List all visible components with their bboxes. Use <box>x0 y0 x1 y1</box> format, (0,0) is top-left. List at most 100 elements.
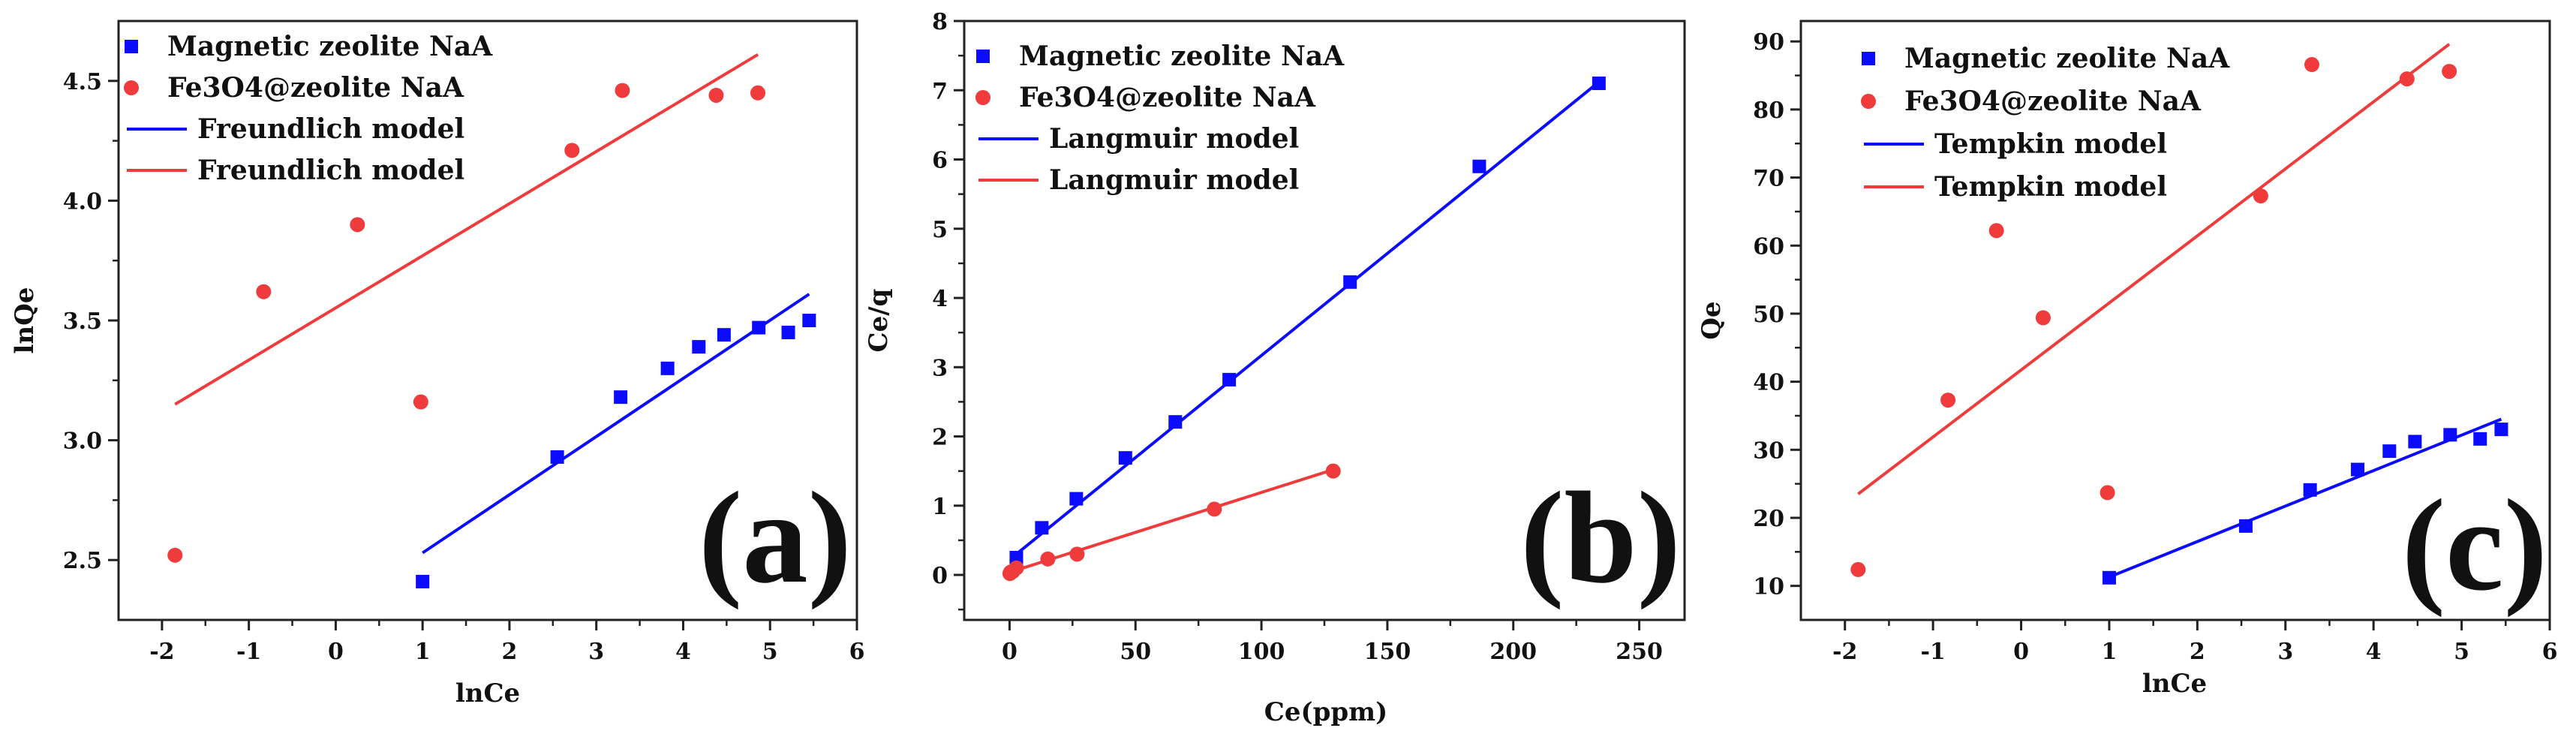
panel-c-x-tick-label: 3 <box>2277 639 2293 665</box>
panel-c-point-square <box>2443 428 2457 442</box>
panel-c-point-circle <box>2253 188 2268 204</box>
panel-c-point-circle <box>1940 393 1956 408</box>
panel-c-point-circle <box>2035 310 2051 326</box>
panel-b-point-circle <box>1207 501 1222 517</box>
panel-b-point-circle <box>1040 551 1056 567</box>
panel-a-x-axis-title: lnCe <box>455 678 520 708</box>
panel-a-y-tick-label: 4.0 <box>63 188 102 215</box>
panel-a-point-circle <box>564 143 580 158</box>
panel-b-x-axis-title: Ce(ppm) <box>1264 697 1387 727</box>
panel-a-point-square <box>781 325 795 339</box>
panel-a-point-circle <box>413 394 428 410</box>
panel-c-y-tick-label: 80 <box>1753 98 1784 124</box>
panel-c-point-circle <box>1988 223 2004 239</box>
panel-b-legend-label: Magnetic zeolite NaA <box>1019 41 1345 72</box>
panel-a-fit-line-blue <box>422 293 810 555</box>
panel-c-y-tick-label: 30 <box>1753 438 1784 464</box>
panel-c-point-square <box>2303 483 2317 497</box>
panel-b-y-tick-label: 2 <box>932 425 948 451</box>
panel-b-fit-line-red <box>1009 468 1334 574</box>
panel-c-x-tick-label: 2 <box>2190 639 2205 665</box>
panel-b-y-tick-label: 5 <box>932 217 948 243</box>
panel-c-y-tick-label: 40 <box>1753 370 1784 396</box>
panel-a-legend-label: Fe3O4@zeolite NaA <box>167 72 464 104</box>
panel-b-point-circle <box>1008 560 1024 576</box>
panel-c-y-tick-label: 90 <box>1753 29 1784 56</box>
panel-b-y-axis-title: Ce/q <box>864 289 894 353</box>
panel-a-point-circle <box>708 87 724 103</box>
panel-b-x-tick-label: 50 <box>1120 639 1151 665</box>
panel-c-point-square <box>2238 519 2253 533</box>
panel-c-fit-line-red <box>1857 43 2451 495</box>
panel-c-point-square <box>2351 462 2365 477</box>
panel-a-point-circle <box>350 217 365 233</box>
panel-b-point-square <box>1168 415 1183 429</box>
panel-b-point-circle <box>1069 546 1085 562</box>
panel-a-point-square <box>752 320 766 335</box>
panel-b-y-tick-label: 6 <box>932 148 948 174</box>
panel-b-point-square <box>1592 77 1606 91</box>
panel-a-y-axis-title: lnQe <box>10 287 40 354</box>
panel-a-legend-marker-square <box>125 40 138 53</box>
panel-b-point-square <box>1472 159 1486 173</box>
panel-c-x-tick-label: 5 <box>2454 639 2469 665</box>
panel-c-x-tick-label: -1 <box>1920 639 1945 665</box>
panel-b-x-tick-label: 100 <box>1238 639 1285 665</box>
panel-a-y-tick-label: 3.5 <box>63 308 102 335</box>
panel-c-legend-marker-square <box>1862 52 1875 65</box>
panel-c-legend-label: Fe3O4@zeolite NaA <box>1904 86 2202 117</box>
panel-c-letter: (c) <box>2402 472 2547 618</box>
panel-c-point-square <box>2473 432 2487 446</box>
panel-b-x-tick-label: 0 <box>1002 639 1017 665</box>
panel-a-point-square <box>802 314 816 327</box>
panel-c-y-tick-label: 70 <box>1753 166 1784 192</box>
panel-b-y-tick-label: 3 <box>932 355 948 381</box>
panel-a-point-circle <box>256 284 272 299</box>
panel-a-y-tick-label: 2.5 <box>63 548 102 574</box>
panel-a-x-tick-label: 0 <box>328 639 344 665</box>
panel-b-fit-line-blue <box>1015 80 1601 555</box>
panel-c-x-tick-label: 1 <box>2102 639 2118 665</box>
panel-a-point-circle <box>750 85 766 101</box>
panel-c-x-axis-title: lnCe <box>2142 669 2207 699</box>
panel-c-legend-marker-circle <box>1861 94 1876 109</box>
panel-c-y-tick-label: 50 <box>1753 302 1784 328</box>
panel-a-legend-label: Freundlich model <box>197 113 464 145</box>
panel-a-point-square <box>550 450 564 464</box>
panel-b-point-square <box>1069 492 1084 506</box>
panel-a-x-tick-label: -1 <box>236 639 261 665</box>
panel-b: 0 50 100 150 200 250 0 1 2 3 4 5 6 7 8 Ce(ppm) Ce/q Magne… <box>864 9 1686 727</box>
panel-a-x-tick-label: -2 <box>149 639 174 665</box>
panel-c-y-tick-label: 20 <box>1753 506 1784 532</box>
panel-b-y-tick-label: 0 <box>932 563 948 589</box>
panel-b-letter: (b) <box>1520 465 1681 610</box>
panel-c-point-circle <box>1850 561 1866 577</box>
panel-b-point-square <box>1035 521 1049 535</box>
panel-c-plot-frame <box>1799 20 2551 621</box>
panel-a-x-tick-label: 3 <box>588 639 604 665</box>
panel-a-legend-marker-circle <box>124 80 139 95</box>
panel-a-point-square <box>614 390 628 405</box>
panel-c-y-tick-label: 10 <box>1753 574 1784 600</box>
panel-c-y-tick-label: 60 <box>1753 233 1784 260</box>
panel-b-legend-label: Fe3O4@zeolite NaA <box>1019 82 1316 113</box>
panel-c-point-square <box>2408 435 2422 449</box>
panel-a-legend-label: Magnetic zeolite NaA <box>167 31 493 62</box>
panel-a-fit-line-red <box>174 53 759 406</box>
panel-a-point-square <box>717 328 731 342</box>
panel-c-point-square <box>2382 444 2397 459</box>
panel-a-x-tick-label: 1 <box>415 639 431 665</box>
panel-a-x-tick-label: 6 <box>849 639 865 665</box>
panel-b-point-square <box>1222 372 1237 387</box>
panel-a-y-tick-label: 3.0 <box>63 429 102 455</box>
panel-a-point-square <box>660 361 675 375</box>
panel-b-x-tick-label: 200 <box>1489 639 1537 665</box>
panel-b-legend-label: Langmuir model <box>1049 123 1299 155</box>
panel-a: -2 -1 0 1 2 3 4 5 6 2.5 3.0 3.5 4.0 4.5 lnCe lnQe Magnet… <box>10 20 865 708</box>
panel-c-point-square <box>2494 423 2508 437</box>
panel-a-point-circle <box>615 83 630 98</box>
panel-c-x-tick-label: -2 <box>1832 639 1857 665</box>
panel-c-point-circle <box>2442 64 2457 80</box>
panel-b-point-square <box>1118 451 1132 465</box>
